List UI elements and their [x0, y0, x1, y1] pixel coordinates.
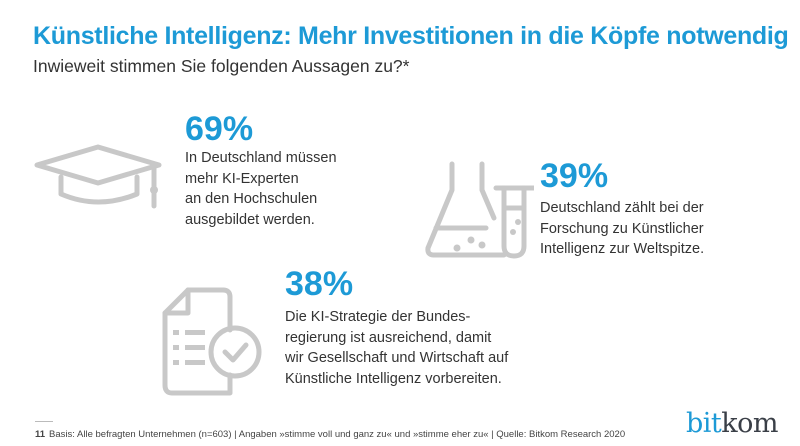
footer-note: 11 Basis: Alle befragten Unternehmen (n=6…	[35, 429, 625, 440]
description-line: Künstliche Intelligenz vorbereiten.	[285, 370, 502, 387]
stat-description-strategy: Die KI-Strategie der Bundes- regierung i…	[285, 307, 508, 389]
description-line: wir Gesellschaft und Wirtschaft auf	[285, 350, 509, 366]
stat-description-experts: In Deutschland müssen mehr KI-Experten a…	[185, 148, 337, 230]
stat-value-strategy: 38%	[285, 265, 354, 303]
description-line: In Deutschland müssen	[185, 150, 337, 166]
stat-description-research: Deutschland zählt bei der Forschung zu K…	[540, 198, 704, 260]
description-line: Deutschland zählt bei der	[540, 200, 704, 216]
page-title: Künstliche Intelligenz: Mehr Investition…	[33, 22, 789, 50]
graduation-cap-icon	[34, 144, 162, 209]
bitkom-logo: bitkom	[686, 408, 778, 439]
page-number: 11	[35, 429, 46, 440]
description-line: Die KI-Strategie der Bundes-	[285, 309, 471, 325]
description-line: Intelligenz zur Weltspitze.	[540, 241, 705, 257]
logo-part: kom	[721, 408, 778, 439]
stat-value-research: 39%	[540, 157, 609, 195]
description-line: regierung ist ausreichend, damit	[285, 329, 492, 346]
description-line: mehr KI-Experten	[185, 170, 299, 187]
footer-divider	[35, 421, 53, 422]
document-check-icon	[162, 287, 262, 396]
lab-flask-icon	[425, 161, 534, 259]
description-line: an den Hochschulen	[185, 191, 318, 207]
page-subtitle: Inwieweit stimmen Sie folgenden Aussagen…	[33, 56, 410, 76]
source-note: Basis: Alle befragten Unternehmen (n=603…	[49, 429, 626, 440]
stat-value-experts: 69%	[185, 110, 254, 148]
logo-part: bit	[686, 408, 722, 439]
description-line: ausgebildet werden.	[185, 211, 315, 228]
description-line: Forschung zu Künstlicher	[540, 220, 704, 237]
